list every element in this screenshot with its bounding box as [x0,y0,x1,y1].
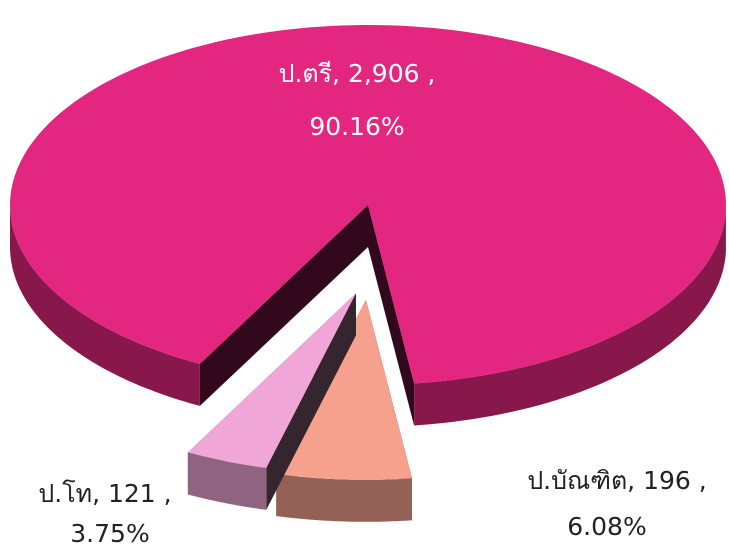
data-label: ป.โท, 121 , [38,479,171,508]
slice-wall [276,474,412,522]
slice-wall [414,209,726,426]
data-label: 90.16% [309,112,404,141]
data-label: ป.ตรี, 2,906 , [279,59,436,88]
slice [187,293,356,468]
slice-wall [187,452,267,510]
slice-side [368,205,415,426]
slice [276,299,412,480]
slice-side [199,205,368,406]
slice [10,25,726,384]
data-label: 3.75% [70,519,149,545]
data-label: ป.บัณฑิต, 196 , [527,466,706,495]
slice-wall [10,206,200,406]
data-label: 6.08% [567,512,646,541]
